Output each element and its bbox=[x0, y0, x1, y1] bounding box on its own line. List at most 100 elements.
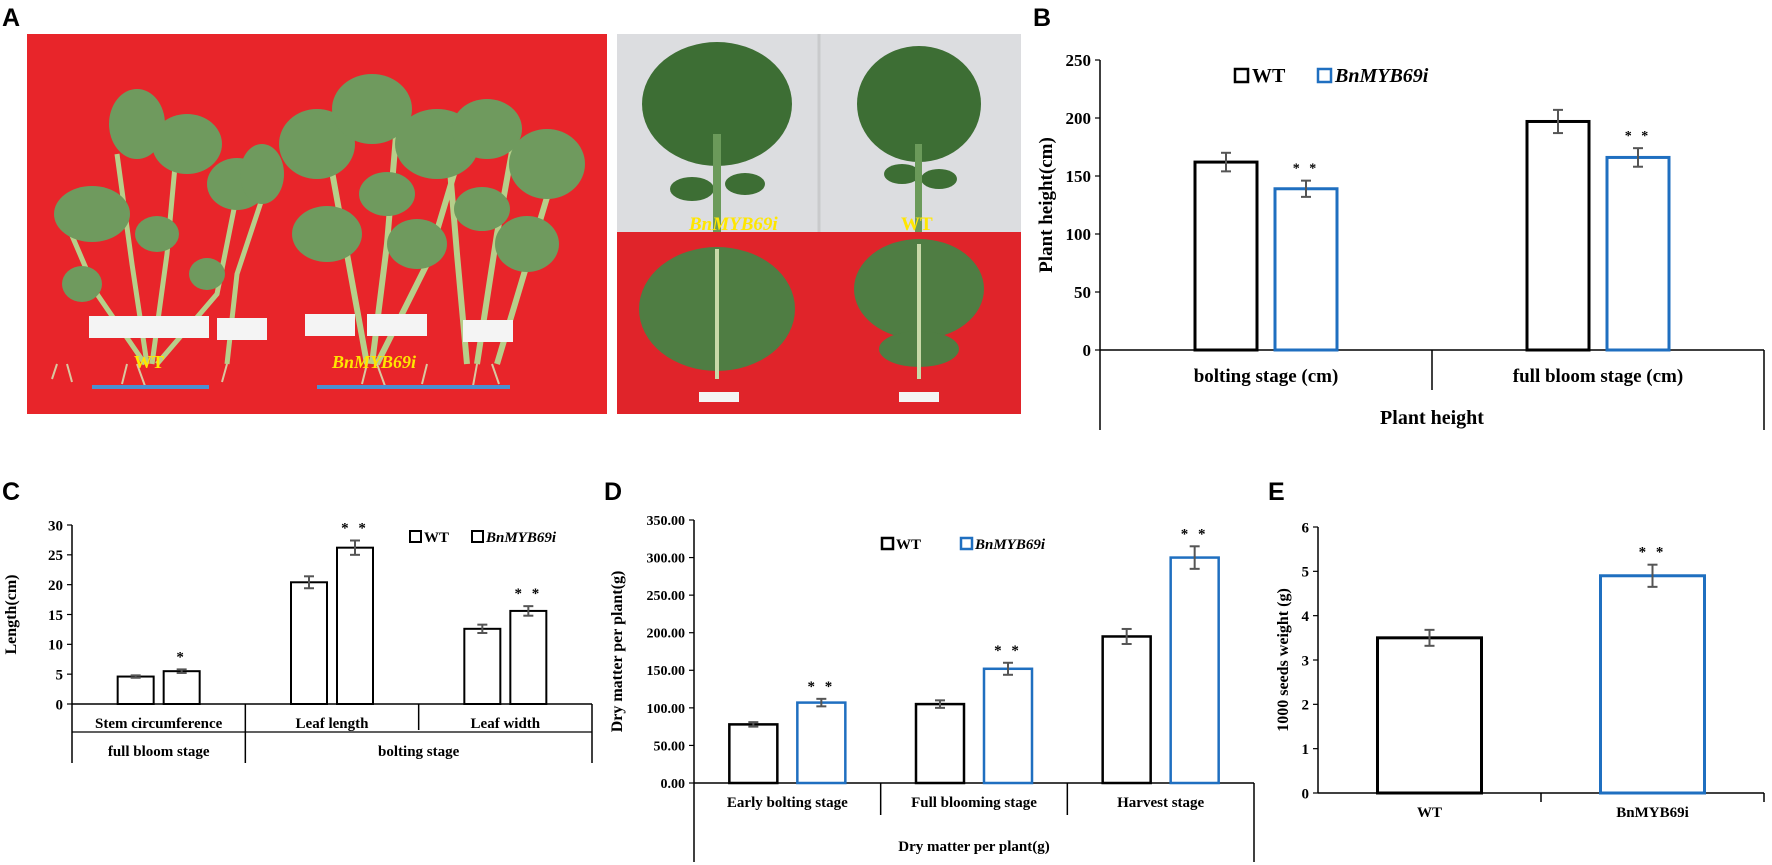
y-tick-label: 300.00 bbox=[647, 551, 686, 566]
leaf-photo-label-mutant: BnMYB69i bbox=[688, 214, 778, 235]
y-axis-title: 1000 seeds weight (g) bbox=[1275, 588, 1292, 732]
legend-swatch-wt bbox=[880, 536, 895, 551]
roots bbox=[51, 363, 500, 387]
photo-label-mutant: BnMYB69i bbox=[331, 352, 416, 372]
y-tick-label: 200.00 bbox=[647, 627, 686, 642]
bar bbox=[116, 675, 155, 705]
plant-height-chart: 0 50 100 150 200 250 Plant height(cm) * * boltin… bbox=[1036, 51, 1765, 430]
bar bbox=[463, 627, 502, 705]
significance-label: * * bbox=[1293, 162, 1320, 177]
bar bbox=[1273, 187, 1339, 352]
legend-swatch-wt bbox=[1233, 67, 1250, 84]
y-tick-label: 0.00 bbox=[661, 777, 686, 792]
legend-swatch-mutant bbox=[959, 536, 974, 551]
legend-label-wt: WT bbox=[896, 537, 921, 553]
bar bbox=[1101, 635, 1152, 785]
panel-label-a: A bbox=[2, 4, 20, 32]
y-tick-label: 1 bbox=[1302, 742, 1310, 758]
wt-scale-bar bbox=[92, 385, 209, 389]
legend-label-wt: WT bbox=[424, 530, 449, 546]
y-axis-title: Length(cm) bbox=[3, 575, 20, 655]
y-tick-label: 2 bbox=[1302, 698, 1310, 714]
category-label: Early bolting stage bbox=[727, 795, 848, 811]
y-tick-label: 30 bbox=[48, 520, 63, 534]
y-tick-label: 0 bbox=[1083, 341, 1092, 360]
category-label: Stem circumference bbox=[95, 716, 223, 732]
sample-tags bbox=[89, 314, 513, 342]
y-tick-label: 5 bbox=[1302, 565, 1310, 581]
y-tick-label: 50 bbox=[1074, 283, 1091, 302]
y-tick-label: 200 bbox=[1066, 109, 1092, 128]
bar bbox=[1193, 160, 1259, 352]
y-axis-title: Dry matter per plant(g) bbox=[609, 571, 626, 733]
bar bbox=[290, 581, 328, 705]
leaf-photo: BnMYB69i WT bbox=[617, 34, 1021, 414]
seed-weight-chart: 0 1 2 3 4 5 6 1000 seeds weight (g) WT * * BnMYB69… bbox=[1275, 520, 1765, 821]
group-label: bolting stage bbox=[378, 744, 460, 760]
dry-matter-chart: 0.00 50.00 100.00 150.00 200.00 250.00 300.00 3… bbox=[609, 514, 1255, 862]
y-tick-label: 50.00 bbox=[654, 739, 686, 754]
legend-label-mutant: BnMYB69i bbox=[485, 530, 557, 546]
y-tick-label: 6 bbox=[1302, 520, 1310, 536]
length-chart: 0 5 10 15 20 25 30 Length(cm) * Stem circumferenc… bbox=[3, 520, 593, 763]
category-label: BnMYB69i bbox=[1616, 805, 1689, 821]
mutant-scale-bar bbox=[317, 385, 510, 389]
significance-label: * bbox=[176, 649, 187, 665]
y-tick-label: 100 bbox=[1066, 225, 1092, 244]
photo-label-wt: WT bbox=[134, 352, 164, 372]
mutant-leaf-bottom bbox=[639, 247, 795, 379]
y-tick-label: 350.00 bbox=[647, 514, 686, 529]
y-tick-label: 150.00 bbox=[647, 664, 686, 679]
leaf-photo-label-wt: WT bbox=[901, 214, 933, 235]
y-tick-label: 5 bbox=[56, 667, 64, 683]
significance-label: * * bbox=[994, 643, 1022, 659]
legend-swatch-mutant bbox=[471, 530, 484, 543]
y-axis-title: Plant height(cm) bbox=[1036, 137, 1057, 273]
bar bbox=[1525, 119, 1591, 352]
legend-label-mutant: BnMYB69i bbox=[974, 537, 1046, 553]
bar bbox=[509, 609, 548, 705]
category-label: Leaf length bbox=[296, 716, 370, 732]
x-axis-title: Plant height bbox=[1380, 407, 1484, 429]
significance-label: * * bbox=[341, 521, 369, 537]
y-tick-label: 4 bbox=[1302, 609, 1310, 625]
legend-swatch-wt bbox=[409, 530, 422, 543]
legend-swatch-mutant bbox=[1316, 67, 1333, 84]
whole-plant-photo: WT BnMYB69i bbox=[27, 34, 607, 414]
bar bbox=[1169, 556, 1220, 785]
panel-label-b: B bbox=[1033, 4, 1051, 32]
bar bbox=[336, 546, 374, 705]
y-tick-label: 250 bbox=[1066, 51, 1092, 70]
legend-label-wt: WT bbox=[1252, 65, 1286, 87]
wt-leaf-top bbox=[857, 46, 981, 232]
bar bbox=[1605, 155, 1671, 352]
bar bbox=[796, 701, 847, 785]
significance-label: * * bbox=[807, 679, 835, 695]
bar bbox=[982, 667, 1034, 785]
significance-label: * * bbox=[514, 586, 542, 602]
bar bbox=[1599, 574, 1706, 795]
wt-leaf-bottom bbox=[854, 239, 984, 379]
mutant-plants bbox=[279, 74, 585, 366]
significance-label: * * bbox=[1639, 545, 1667, 561]
legend-label-mutant: BnMYB69i bbox=[1334, 65, 1429, 87]
y-tick-label: 15 bbox=[48, 608, 63, 624]
bar bbox=[1376, 636, 1483, 795]
y-tick-label: 20 bbox=[48, 578, 63, 594]
significance-label: * * bbox=[1181, 526, 1209, 542]
y-tick-label: 0 bbox=[56, 697, 64, 713]
panel-label-c: C bbox=[2, 478, 20, 506]
group-label: full bloom stage bbox=[108, 744, 210, 760]
y-tick-label: 0 bbox=[1302, 786, 1310, 802]
bar bbox=[728, 723, 779, 785]
y-tick-label: 25 bbox=[48, 548, 63, 564]
category-label: full bloom stage (cm) bbox=[1513, 366, 1683, 387]
mutant-leaf-top bbox=[642, 42, 792, 232]
y-tick-label: 3 bbox=[1302, 653, 1310, 669]
y-tick-label: 150 bbox=[1066, 167, 1092, 186]
x-axis-title: Dry matter per plant(g) bbox=[898, 839, 1050, 855]
y-tick-label: 100.00 bbox=[647, 702, 686, 717]
category-label: Harvest stage bbox=[1117, 795, 1204, 811]
significance-label: * * bbox=[1625, 129, 1652, 144]
y-tick-label: 250.00 bbox=[647, 589, 686, 604]
